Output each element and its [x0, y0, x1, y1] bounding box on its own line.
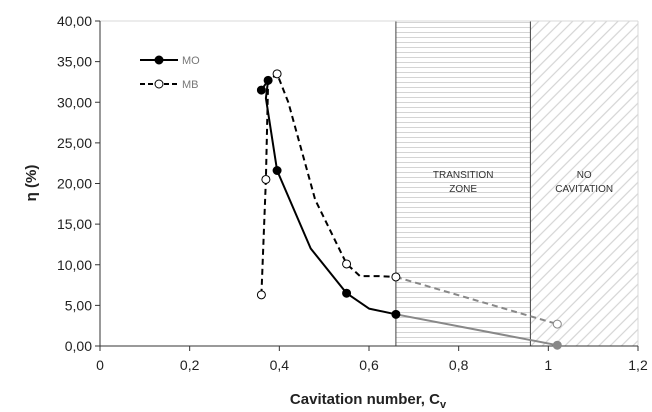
- x-tick-label: 1,2: [628, 357, 648, 373]
- series-mo-end-point: [552, 340, 562, 350]
- y-tick-label: 25,00: [57, 135, 92, 151]
- legend-mo-marker: [154, 55, 164, 65]
- y-tick-label: 35,00: [57, 54, 92, 70]
- x-tick-label: 0,4: [270, 357, 290, 373]
- zone-2-area: [530, 21, 638, 346]
- y-tick-label: 20,00: [57, 176, 92, 192]
- series-mb-point: [256, 290, 266, 300]
- series-layer: [256, 69, 562, 350]
- legend: MO MB: [140, 55, 200, 91]
- x-tick-label: 0,2: [180, 357, 200, 373]
- zone-1-label-line-2: ZONE: [449, 184, 477, 195]
- y-tick-label: 15,00: [57, 216, 92, 232]
- legend-mb-marker: [154, 79, 164, 89]
- legend-mo-label: MO: [182, 55, 200, 67]
- zone-2-label-line-2: CAVITATION: [555, 184, 613, 195]
- legend-mb-label: MB: [182, 79, 199, 91]
- x-axis-title-main: Cavitation number, C: [290, 391, 440, 408]
- axes-layer: 0,00 5,00 10,00 15,00 20,00 25,00 30,00 35,00 40…: [57, 13, 648, 373]
- series-mb-line: [260, 72, 396, 295]
- y-tick-label: 40,00: [57, 13, 92, 29]
- series-mo-point: [256, 85, 266, 95]
- x-axis-title: Cavitation number, Cv: [290, 391, 447, 411]
- series-mb-point: [272, 69, 282, 79]
- zones-layer: TRANSITION ZONE NO CAVITATION: [395, 21, 638, 346]
- y-tick-label: 5,00: [65, 297, 92, 313]
- series-mb-end-point: [552, 319, 562, 329]
- y-axis-title: η (%): [23, 165, 40, 202]
- zone-1-area: [395, 21, 531, 346]
- series-mo-point: [391, 309, 401, 319]
- zone-1-label-line-1: TRANSITION: [433, 170, 494, 181]
- series-mo-line: [260, 79, 397, 316]
- x-axis-title-subscript: v: [440, 399, 447, 411]
- x-tick-label: 1: [544, 357, 552, 373]
- series-mo-point: [272, 166, 282, 175]
- y-tick-label: 30,00: [57, 94, 92, 110]
- x-tick-label: 0,8: [449, 357, 469, 373]
- series-mo-extrapolation: [395, 313, 558, 347]
- series-mb-point: [391, 272, 401, 282]
- x-tick-label: 0,6: [359, 357, 379, 373]
- x-tick-label: 0: [96, 357, 104, 373]
- series-mb-extrapolation: [395, 275, 558, 326]
- zone-2-label-line-1: NO: [577, 170, 592, 181]
- series-mb-point: [342, 259, 352, 269]
- y-tick-label: 10,00: [57, 257, 92, 273]
- series-mo-point: [342, 288, 352, 298]
- series-mb-point: [261, 174, 271, 184]
- y-tick-label: 0,00: [65, 338, 92, 354]
